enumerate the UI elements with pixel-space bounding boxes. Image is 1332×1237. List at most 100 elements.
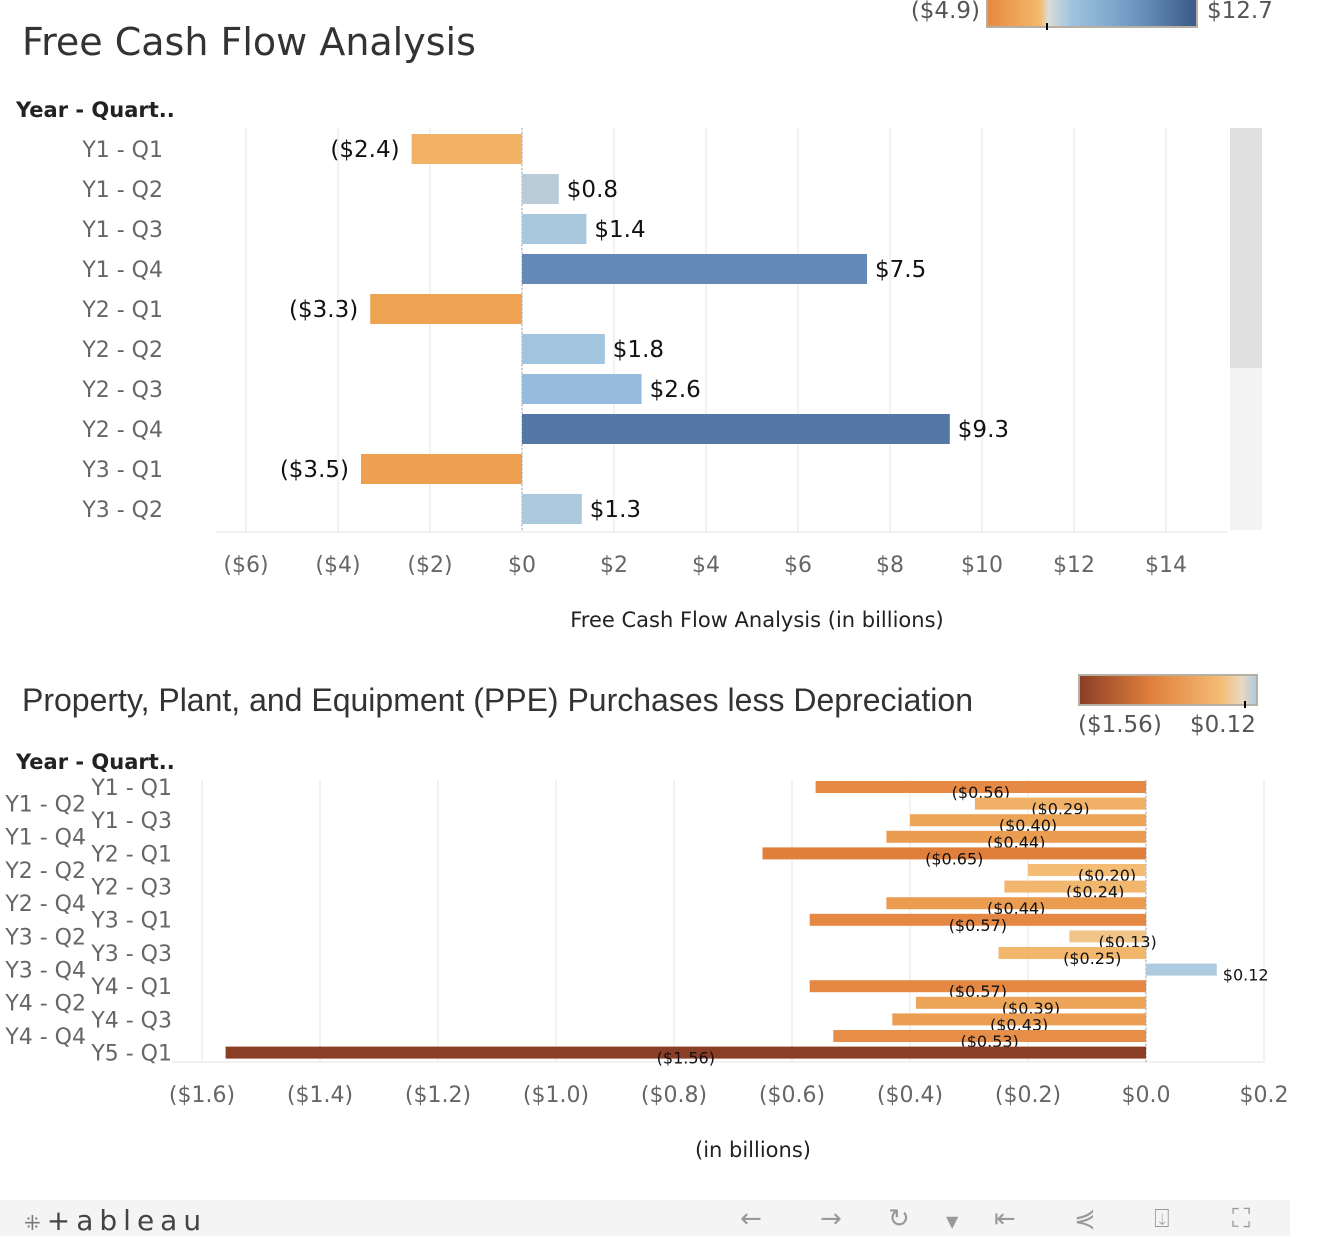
data-label: ($0.40) xyxy=(999,816,1057,835)
category-label: Y3 - Q1 xyxy=(81,458,163,483)
category-label: Y3 - Q2 xyxy=(81,498,163,523)
bar xyxy=(886,897,1146,910)
chart1-row-header: Year - Quart.. xyxy=(16,98,175,122)
data-label: ($0.57) xyxy=(949,982,1007,1001)
reset-icon[interactable]: ⇤ xyxy=(994,1204,1016,1234)
data-label: ($0.24) xyxy=(1066,883,1124,902)
bar xyxy=(522,334,605,364)
x-tick-label: $12 xyxy=(1053,553,1095,578)
data-label: $1.3 xyxy=(590,497,641,523)
bar xyxy=(1146,963,1217,976)
data-label: ($0.39) xyxy=(1002,999,1060,1018)
bar xyxy=(1004,880,1146,893)
chart2-legend-min: ($1.56) xyxy=(1078,712,1162,738)
data-label: $0.8 xyxy=(567,177,618,203)
undo-icon[interactable]: ← xyxy=(740,1204,762,1234)
chart2-color-legend xyxy=(1078,674,1258,708)
x-tick-label: ($0.4) xyxy=(877,1083,943,1108)
scrollbar-thumb[interactable] xyxy=(1230,128,1262,368)
fullscreen-icon[interactable]: ⛶ xyxy=(1232,1204,1251,1234)
chart1-color-legend xyxy=(986,0,1198,30)
x-tick-label: $14 xyxy=(1145,553,1187,578)
bar xyxy=(225,1046,1147,1059)
bar xyxy=(892,1013,1146,1026)
category-label: Y3 - Q4 xyxy=(4,959,86,984)
data-label: ($3.5) xyxy=(280,457,349,483)
data-label: ($0.65) xyxy=(925,849,983,868)
category-label: Y2 - Q2 xyxy=(4,859,86,884)
revert-dropdown-icon[interactable]: ▼ xyxy=(946,1212,959,1231)
bar xyxy=(522,214,587,244)
bar xyxy=(762,847,1146,860)
bar xyxy=(833,1030,1146,1042)
category-label: Y4 - Q1 xyxy=(90,975,172,1000)
chart2-legend-max: $0.12 xyxy=(1190,712,1256,738)
x-tick-label: $0.0 xyxy=(1122,1083,1171,1108)
category-label: Y1 - Q2 xyxy=(81,178,163,203)
x-tick-label: ($1.4) xyxy=(287,1083,353,1108)
legend-zero-tick xyxy=(1046,23,1048,30)
category-label: Y4 - Q2 xyxy=(4,992,86,1017)
legend-zero-tick xyxy=(1244,701,1246,708)
chart1-legend-min: ($4.9) xyxy=(910,0,980,24)
revert-icon[interactable]: ↻ xyxy=(888,1204,910,1234)
x-tick-label: $8 xyxy=(876,553,904,578)
tableau-logo: ⁜+ableau xyxy=(24,1204,208,1237)
bar xyxy=(411,134,522,164)
bar xyxy=(809,980,1146,993)
data-label: ($0.44) xyxy=(987,899,1045,918)
x-tick-label: $0.2 xyxy=(1240,1083,1289,1108)
chart1-title: Free Cash Flow Analysis xyxy=(22,20,476,64)
bar xyxy=(910,814,1146,827)
bar xyxy=(809,913,1146,926)
bar xyxy=(915,996,1146,1009)
data-label: ($0.25) xyxy=(1063,949,1121,968)
category-label: Y3 - Q1 xyxy=(90,909,172,934)
chart1-scrollbar[interactable] xyxy=(1230,128,1262,530)
category-label: Y3 - Q2 xyxy=(4,925,86,950)
data-label: ($1.56) xyxy=(657,1049,715,1068)
chart1-svg: ($6) ($4) ($2) $0 $2 $4 $6 $8 $10 $12 $14 Y1 - Q1 ($… xyxy=(81,128,1228,632)
share-icon[interactable]: ⋞ xyxy=(1074,1204,1096,1234)
bar xyxy=(370,294,522,324)
x-tick-label: ($4) xyxy=(315,553,360,578)
data-label: ($0.43) xyxy=(990,1015,1048,1034)
data-label: $9.3 xyxy=(958,417,1009,443)
x-tick-label: $10 xyxy=(961,553,1003,578)
category-label: Y1 - Q4 xyxy=(4,826,86,851)
bar xyxy=(361,454,522,484)
data-label: ($0.13) xyxy=(1099,932,1157,951)
x-tick-label: ($0.8) xyxy=(641,1083,707,1108)
data-label: $1.4 xyxy=(594,217,645,243)
chart2-title: Property, Plant, and Equipment (PPE) Pur… xyxy=(22,682,973,718)
download-icon[interactable]: ⍗ xyxy=(1154,1204,1170,1234)
x-tick-label: $2 xyxy=(600,553,628,578)
x-axis-title: (in billions) xyxy=(695,1138,811,1162)
bar xyxy=(1069,930,1146,943)
category-label: Y2 - Q1 xyxy=(81,298,163,323)
category-label: Y1 - Q1 xyxy=(90,776,172,801)
x-tick-label: ($0.2) xyxy=(995,1083,1061,1108)
x-tick-label: $6 xyxy=(784,553,812,578)
x-tick-label: ($0.6) xyxy=(759,1083,825,1108)
bar xyxy=(522,374,642,404)
x-tick-label: ($6) xyxy=(223,553,268,578)
redo-icon[interactable]: → xyxy=(820,1204,842,1234)
bar xyxy=(522,414,950,444)
x-tick-label: ($2) xyxy=(407,553,452,578)
x-tick-label: $0 xyxy=(508,553,536,578)
bar xyxy=(998,947,1146,959)
category-label: Y1 - Q3 xyxy=(90,809,172,834)
bar xyxy=(1028,864,1146,876)
chart1-legend-max: $12.7 xyxy=(1207,0,1273,24)
x-axis-title: Free Cash Flow Analysis (in billions) xyxy=(570,608,943,632)
category-label: Y2 - Q3 xyxy=(90,876,172,901)
x-tick-label: ($1.0) xyxy=(523,1083,589,1108)
data-label: ($0.56) xyxy=(952,783,1010,802)
x-tick-label: ($1.2) xyxy=(405,1083,471,1108)
category-label: Y3 - Q3 xyxy=(90,942,172,967)
data-label: ($2.4) xyxy=(330,137,399,163)
category-label: Y1 - Q1 xyxy=(81,138,163,163)
data-label: ($0.20) xyxy=(1078,866,1136,885)
chart2-svg: ($1.6) ($1.4) ($1.2) ($1.0) ($0.8) ($0.6) ($0.… xyxy=(4,776,1289,1162)
